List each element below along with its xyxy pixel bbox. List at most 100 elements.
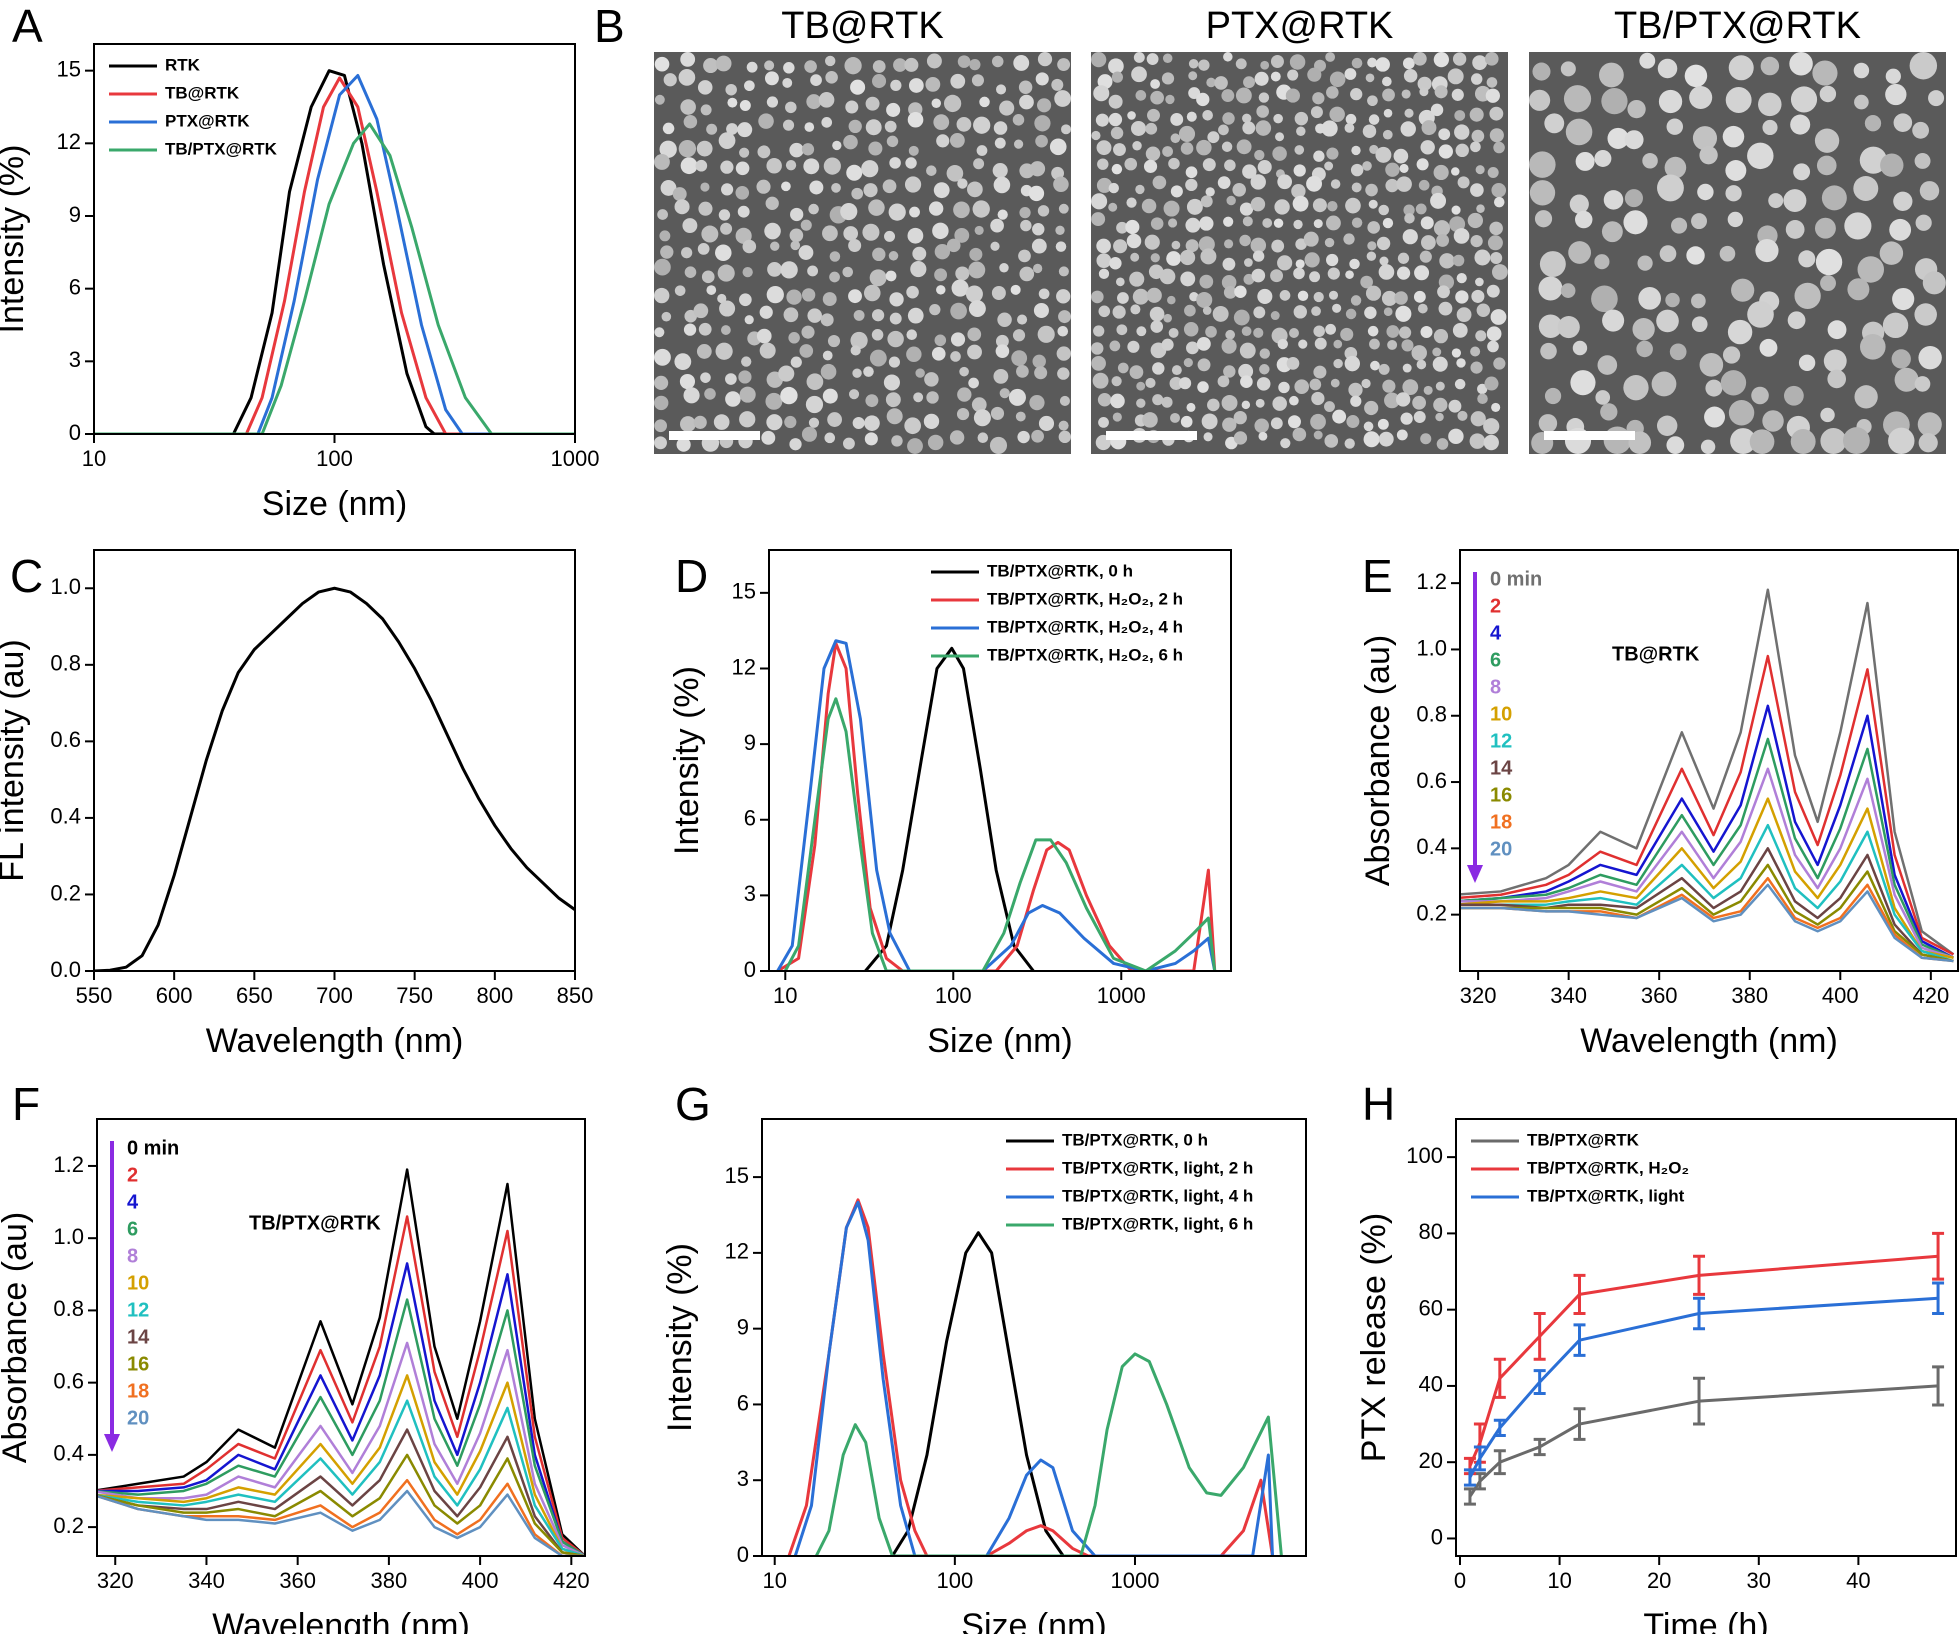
particle <box>1379 256 1389 266</box>
panel-letter: C <box>10 550 43 602</box>
particle <box>1922 271 1946 295</box>
particle <box>993 121 1008 135</box>
particle <box>1563 85 1592 113</box>
particle <box>832 140 842 151</box>
particle <box>1599 62 1624 88</box>
particle <box>1013 55 1030 71</box>
particle <box>1854 385 1878 409</box>
particle <box>890 79 902 91</box>
particle <box>1490 252 1503 265</box>
particle <box>1470 361 1483 374</box>
particle <box>1256 377 1271 391</box>
particle <box>1127 340 1140 353</box>
particle <box>999 263 1009 273</box>
particle <box>1294 145 1305 155</box>
particle <box>1170 113 1184 126</box>
particle <box>735 227 752 244</box>
legend-label: TB/PTX@RTK, light <box>1527 1186 1685 1205</box>
particle <box>680 52 696 67</box>
particle <box>936 134 950 148</box>
particle <box>1294 111 1309 126</box>
particle <box>1289 328 1299 338</box>
particle <box>1722 346 1741 364</box>
particle <box>1351 145 1361 156</box>
particle <box>931 347 946 361</box>
series-line <box>1460 704 1955 959</box>
particle <box>1135 184 1145 195</box>
scale-bar <box>1544 431 1635 440</box>
particle <box>1699 353 1724 377</box>
particle <box>908 78 924 93</box>
particle <box>1058 266 1069 277</box>
particle <box>829 251 841 262</box>
particle <box>907 307 924 324</box>
particle <box>1244 258 1253 267</box>
particle <box>863 284 881 302</box>
particle <box>1311 391 1325 406</box>
particle <box>822 225 838 242</box>
legend-label: 8 <box>127 1245 138 1267</box>
y-axis-label: FL intensity (au) <box>0 639 31 882</box>
particle <box>907 227 924 244</box>
particle <box>950 332 966 347</box>
particle <box>1112 412 1122 422</box>
particle <box>1751 386 1769 405</box>
particle <box>682 218 698 234</box>
particle <box>1297 290 1309 302</box>
particle <box>1058 430 1071 444</box>
particle <box>1853 176 1879 201</box>
particle <box>1430 192 1447 209</box>
particle <box>809 180 824 195</box>
series-line <box>94 73 575 434</box>
particle <box>1623 210 1648 235</box>
particle <box>994 137 1006 149</box>
particle <box>1470 183 1484 197</box>
particle <box>1821 185 1847 211</box>
particle <box>1864 115 1882 132</box>
particle <box>1011 350 1028 367</box>
particle <box>1759 338 1778 357</box>
particle <box>1411 345 1427 361</box>
particle <box>1092 372 1109 389</box>
particle <box>739 100 751 112</box>
particle <box>1827 369 1847 389</box>
particle <box>1402 363 1412 373</box>
particle <box>1820 407 1835 423</box>
particle <box>757 145 771 159</box>
particle <box>1136 326 1147 337</box>
particle <box>1880 153 1904 177</box>
particle <box>737 122 753 138</box>
particle <box>1893 113 1913 132</box>
particle <box>1328 290 1339 300</box>
particle <box>1166 251 1181 266</box>
particle <box>1470 234 1483 248</box>
particle <box>822 350 833 361</box>
particle <box>654 258 671 276</box>
y-tick-label: 6 <box>69 274 81 299</box>
particle <box>1727 319 1753 345</box>
series-line <box>97 1262 585 1556</box>
particle <box>1413 411 1426 423</box>
y-tick-label: 80 <box>1419 1219 1443 1244</box>
particle <box>1493 357 1506 370</box>
particle <box>706 285 717 295</box>
particle <box>949 132 965 148</box>
series-line <box>1460 737 1954 959</box>
panel-letter: D <box>675 550 708 602</box>
particle <box>1221 338 1237 354</box>
particle <box>1296 126 1306 136</box>
particle <box>1223 286 1237 299</box>
particle <box>1691 213 1707 230</box>
particle <box>786 289 802 305</box>
particle <box>1447 68 1464 85</box>
particle <box>905 157 917 169</box>
particle <box>1326 86 1339 99</box>
particle <box>1790 114 1811 135</box>
particle <box>1857 256 1885 283</box>
particle <box>1623 375 1649 401</box>
particle <box>1144 234 1160 250</box>
particle <box>1823 349 1847 373</box>
particle <box>1591 285 1618 313</box>
x-tick-label: 10 <box>773 983 797 1008</box>
